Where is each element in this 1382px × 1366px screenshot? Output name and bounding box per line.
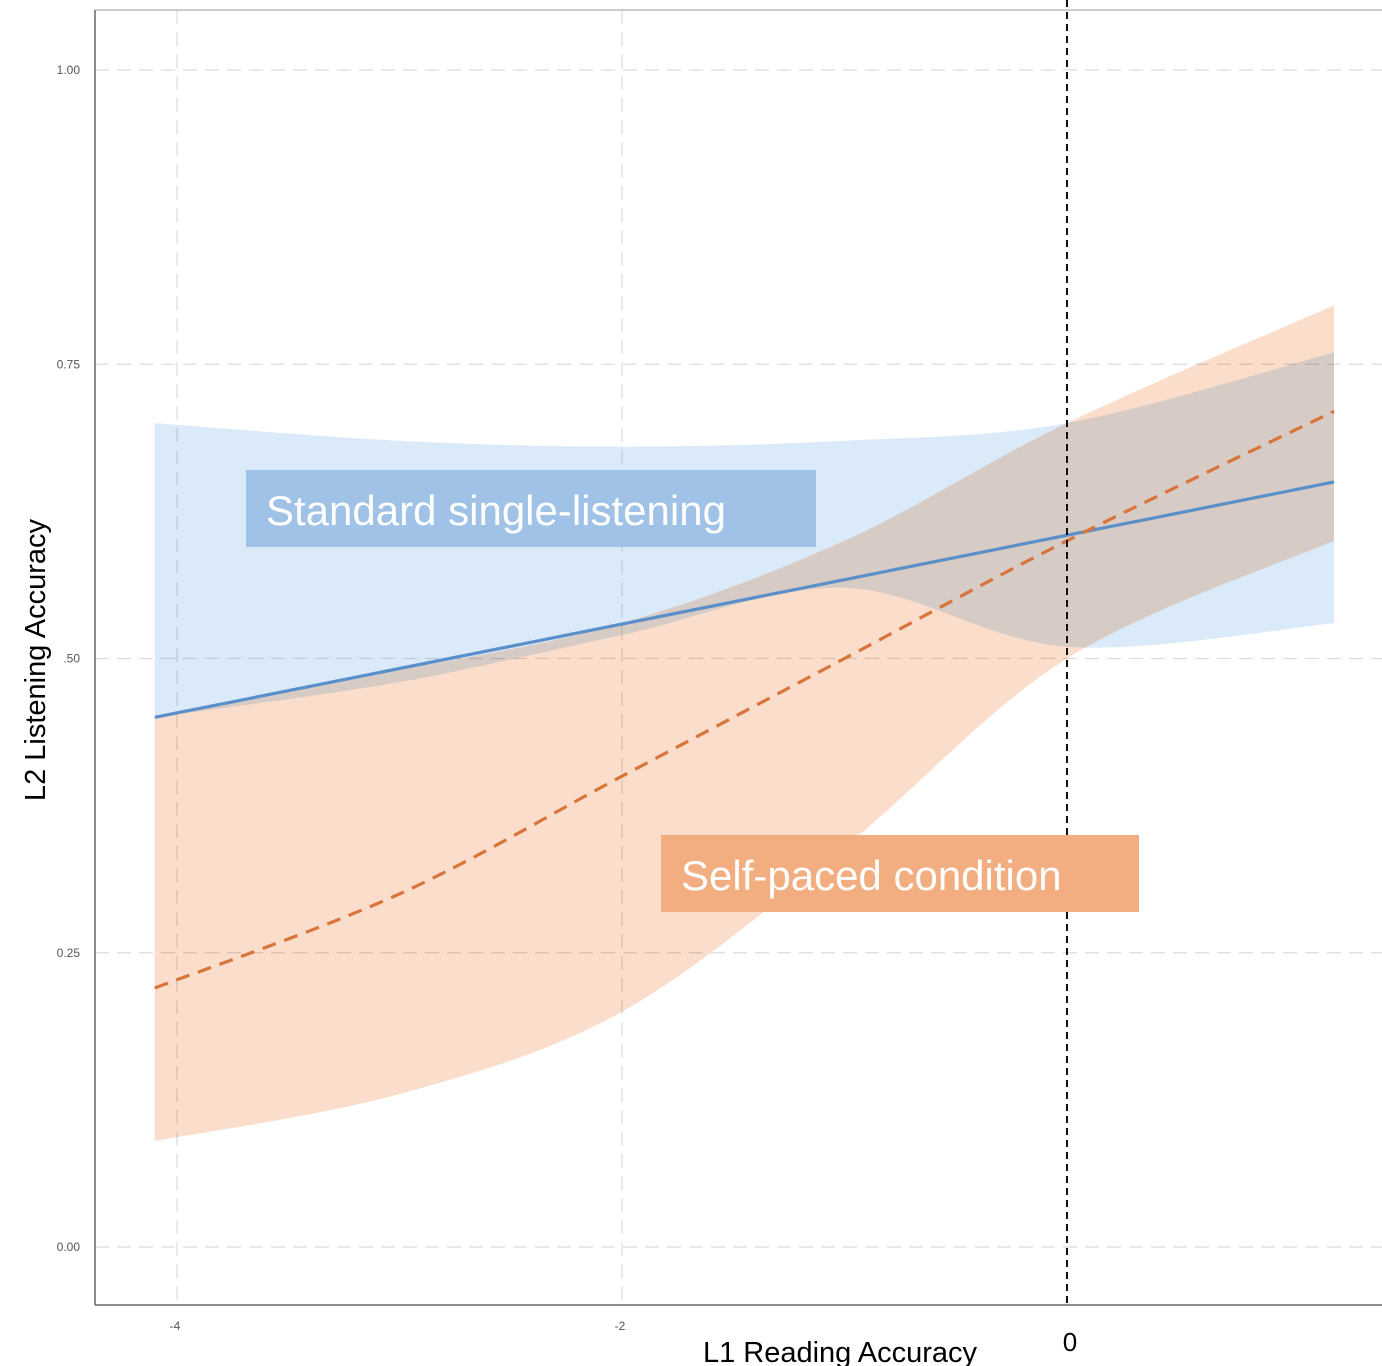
axes: 0.00 0.25 .50 0.75 1.00 -4 -2 0 L1 Reading Accur… xyxy=(20,9,1382,1366)
series-label-self-paced: Self-paced condition xyxy=(681,852,1062,899)
y-tick-label: 0.00 xyxy=(57,1240,81,1254)
x-tick-label-zero: 0 xyxy=(1063,1327,1077,1357)
y-tick-label: 0.25 xyxy=(57,946,81,960)
series-label-box-standard xyxy=(246,470,816,547)
y-axis-title: L2 Listening Accuracy xyxy=(20,518,52,801)
series-line-self-paced xyxy=(154,409,1335,990)
x-tick-label: -2 xyxy=(615,1319,626,1333)
y-tick-label: 0.75 xyxy=(57,357,81,371)
y-tick-label: 1.00 xyxy=(57,63,81,77)
x-tick-label: -4 xyxy=(170,1319,181,1333)
series-line-standard xyxy=(154,480,1335,719)
series-labels: Standard single-listening Self-paced cond… xyxy=(246,470,1139,912)
x-axis-title: L1 Reading Accuracy xyxy=(703,1337,978,1366)
x-axis-title-backdrop xyxy=(640,1322,1040,1366)
y-tick-label: .50 xyxy=(63,652,80,666)
confidence-band-self-paced xyxy=(154,305,1334,1142)
zero-tick-backdrop xyxy=(1040,1306,1132,1366)
series-label-box-self-paced xyxy=(661,835,1139,912)
confidence-bands xyxy=(154,305,1334,1142)
series-lines xyxy=(154,409,1335,990)
series-label-standard: Standard single-listening xyxy=(266,487,726,534)
